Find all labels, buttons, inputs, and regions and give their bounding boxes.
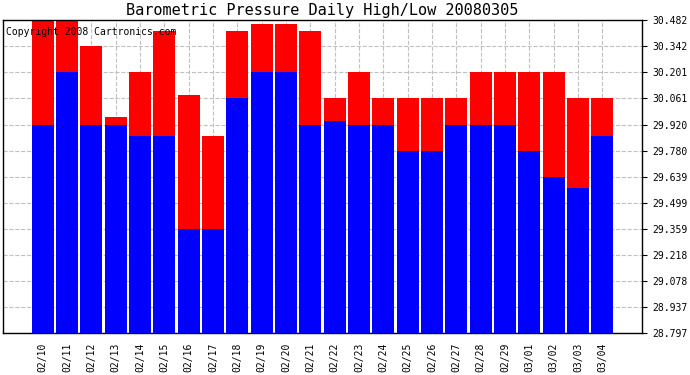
Bar <box>299 124 322 333</box>
Bar <box>226 32 248 333</box>
Bar <box>105 124 127 333</box>
Bar <box>275 24 297 333</box>
Bar <box>153 136 175 333</box>
Bar <box>591 99 613 333</box>
Bar <box>470 124 491 333</box>
Bar <box>494 72 516 333</box>
Bar <box>56 20 78 333</box>
Bar <box>178 229 199 333</box>
Bar <box>202 229 224 333</box>
Bar <box>421 151 443 333</box>
Bar <box>518 151 540 333</box>
Bar <box>494 124 516 333</box>
Bar <box>32 20 54 333</box>
Bar <box>397 99 419 333</box>
Bar <box>373 124 394 333</box>
Bar <box>275 72 297 333</box>
Bar <box>373 99 394 333</box>
Bar <box>567 188 589 333</box>
Bar <box>542 72 564 333</box>
Bar <box>470 72 491 333</box>
Bar <box>32 124 54 333</box>
Bar <box>202 136 224 333</box>
Bar <box>348 72 370 333</box>
Bar <box>567 99 589 333</box>
Bar <box>250 24 273 333</box>
Bar <box>324 121 346 333</box>
Bar <box>299 32 322 333</box>
Text: Copyright 2008 Cartronics.com: Copyright 2008 Cartronics.com <box>6 27 177 37</box>
Bar <box>250 72 273 333</box>
Bar <box>445 124 467 333</box>
Bar <box>56 72 78 333</box>
Bar <box>421 99 443 333</box>
Bar <box>129 136 151 333</box>
Bar <box>397 151 419 333</box>
Bar <box>153 32 175 333</box>
Bar <box>518 72 540 333</box>
Bar <box>348 124 370 333</box>
Bar <box>542 177 564 333</box>
Bar <box>324 99 346 333</box>
Bar <box>81 46 102 333</box>
Bar <box>81 124 102 333</box>
Bar <box>226 99 248 333</box>
Bar <box>129 72 151 333</box>
Title: Barometric Pressure Daily High/Low 20080305: Barometric Pressure Daily High/Low 20080… <box>126 3 519 18</box>
Bar <box>445 99 467 333</box>
Bar <box>105 117 127 333</box>
Bar <box>591 136 613 333</box>
Bar <box>178 95 199 333</box>
